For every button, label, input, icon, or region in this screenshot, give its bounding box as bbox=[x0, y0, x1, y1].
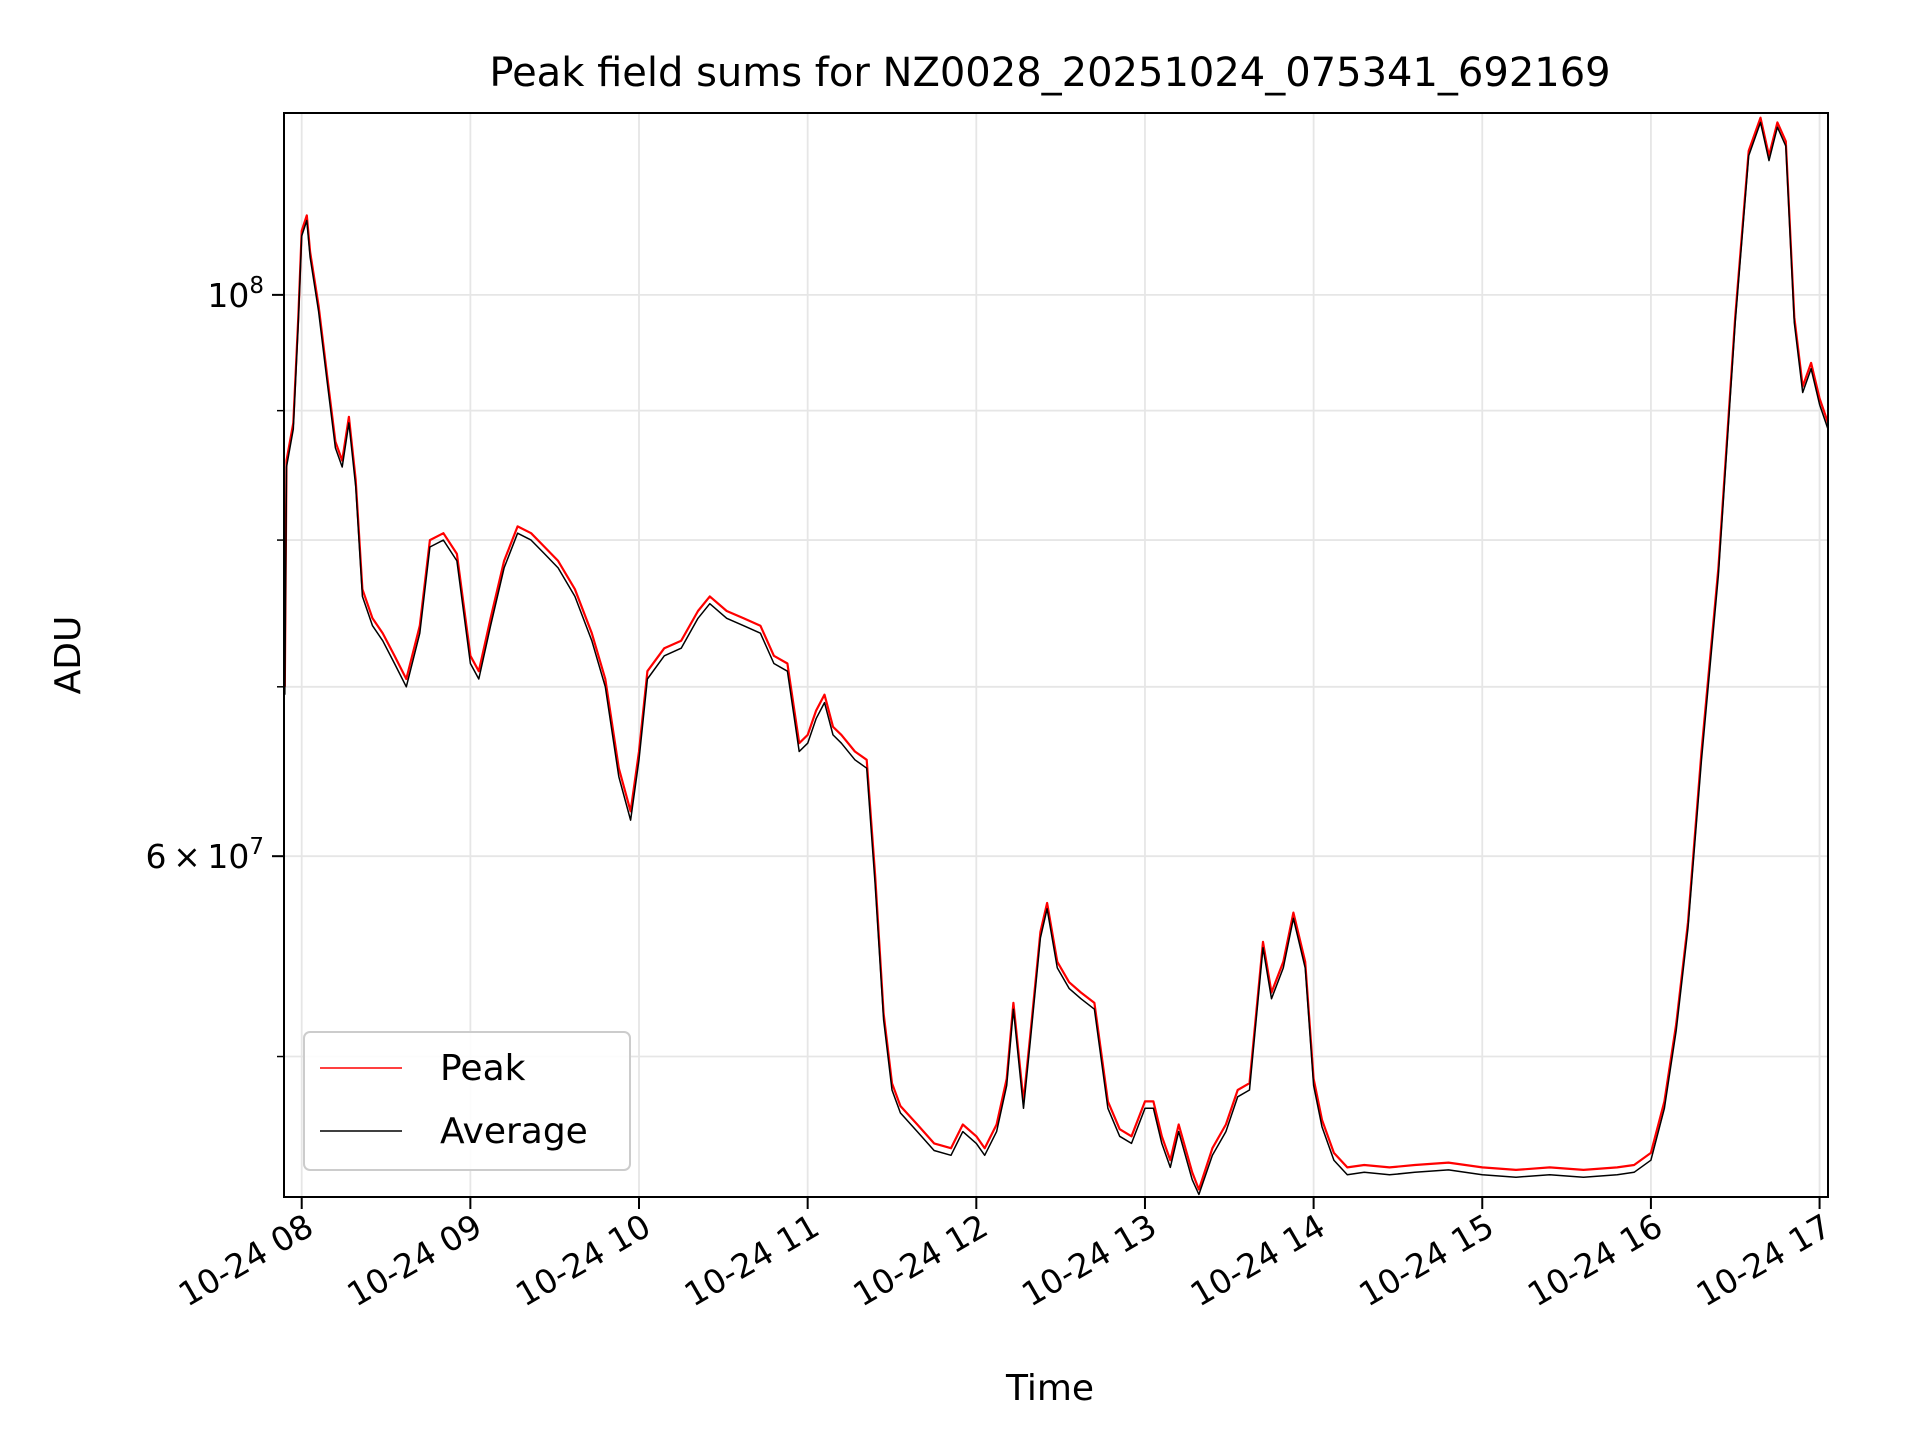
x-tick-label: 10-24 09 bbox=[340, 1206, 488, 1314]
x-tick-label: 10-24 13 bbox=[1015, 1206, 1163, 1314]
legend: Peak Average bbox=[303, 1031, 631, 1171]
legend-box bbox=[303, 1031, 631, 1171]
x-tick-label: 10-24 08 bbox=[172, 1206, 320, 1314]
y-axis-ticks: 108 6 × 107 bbox=[146, 273, 284, 1058]
x-tick-label: 10-24 16 bbox=[1521, 1206, 1669, 1314]
x-axis-ticks: 10-24 08 10-24 09 10-24 10 10-24 11 10-24 12… bbox=[172, 1197, 1838, 1314]
chart-title: Peak field sums for NZ0028_20251024_0753… bbox=[489, 50, 1610, 96]
series-line-peak bbox=[284, 116, 1828, 1191]
plot-frame bbox=[283, 112, 1829, 1198]
legend-average-label: Average bbox=[440, 1111, 588, 1152]
x-tick-label: 10-24 17 bbox=[1690, 1206, 1838, 1314]
x-axis-label: Time bbox=[1005, 1368, 1094, 1409]
x-tick-label: 10-24 15 bbox=[1352, 1206, 1500, 1314]
y-tick-label: 108 bbox=[207, 273, 264, 315]
legend-peak-label: Peak bbox=[440, 1048, 526, 1089]
x-tick-label: 10-24 12 bbox=[846, 1206, 994, 1314]
x-tick-label: 10-24 10 bbox=[509, 1206, 657, 1314]
x-tick-label: 10-24 14 bbox=[1184, 1206, 1332, 1314]
series-line-average bbox=[284, 121, 1828, 1196]
y-tick-label: 6 × 107 bbox=[146, 834, 264, 876]
x-tick-label: 10-24 11 bbox=[678, 1206, 826, 1314]
series-layer bbox=[284, 116, 1828, 1196]
y-axis-label: ADU bbox=[48, 616, 89, 695]
